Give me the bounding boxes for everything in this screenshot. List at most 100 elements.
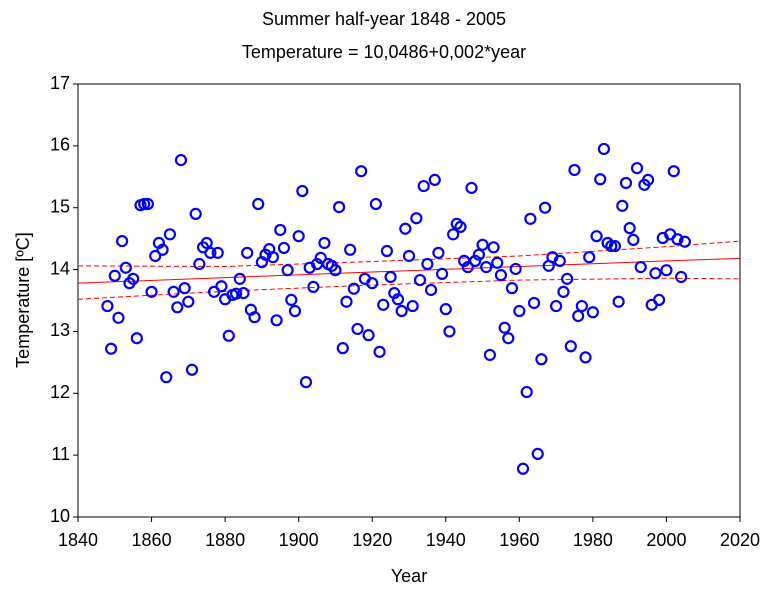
y-tick-label: 11 (51, 444, 70, 464)
point (189, 207, 202, 220)
point (612, 295, 625, 308)
point (355, 165, 368, 178)
point (524, 212, 537, 225)
x-tick-label: 1880 (205, 530, 245, 550)
point (572, 309, 585, 323)
point (156, 243, 169, 256)
point (520, 385, 533, 399)
point (266, 251, 280, 264)
y-tick-label: 10 (50, 506, 70, 526)
point (583, 251, 596, 264)
point (454, 220, 467, 233)
point (436, 267, 449, 281)
point (649, 267, 662, 280)
point (678, 235, 691, 248)
point (465, 181, 478, 195)
point (299, 376, 313, 389)
point (597, 142, 611, 156)
point (233, 272, 246, 285)
point (200, 236, 213, 250)
point (550, 299, 563, 313)
point (182, 295, 195, 308)
chart-title: Summer half-year 1848 - 2005 (262, 9, 506, 29)
point (627, 233, 640, 246)
point (498, 321, 511, 334)
point (167, 285, 180, 298)
point (241, 246, 254, 259)
point (417, 179, 430, 193)
point (119, 261, 132, 274)
x-tick-label: 1900 (279, 530, 319, 550)
y-axis-label: Temperature [ºC] (13, 232, 33, 368)
point (410, 212, 423, 225)
point (564, 340, 577, 353)
point (296, 184, 309, 198)
point (675, 270, 688, 284)
point (215, 280, 228, 293)
point (336, 342, 349, 355)
point (347, 282, 360, 295)
point (439, 303, 452, 316)
point (127, 272, 140, 285)
point (443, 325, 456, 338)
point (314, 251, 327, 264)
point (579, 351, 592, 364)
point (270, 314, 283, 327)
point (248, 311, 261, 324)
point (461, 260, 474, 274)
point (230, 287, 243, 300)
point (671, 233, 684, 246)
point (222, 329, 235, 342)
point (116, 235, 129, 248)
point (531, 447, 544, 461)
point (351, 322, 364, 336)
y-tick-label: 13 (50, 320, 70, 340)
point (535, 353, 548, 366)
point (141, 197, 154, 211)
point (281, 264, 294, 277)
y-tick-label: 15 (50, 196, 70, 216)
point (377, 298, 390, 311)
point (586, 306, 599, 319)
y-tick-label: 16 (50, 135, 70, 155)
x-tick-label: 2000 (646, 530, 686, 550)
point (366, 277, 379, 290)
confidence-lower (77, 277, 741, 300)
point (424, 283, 438, 297)
point (288, 304, 302, 318)
point (660, 264, 673, 277)
point (590, 230, 603, 243)
point (476, 238, 489, 251)
point (174, 153, 188, 167)
y-tick-label: 12 (50, 382, 70, 402)
y-tick-label: 17 (50, 73, 70, 93)
x-tick-label: 1840 (58, 530, 98, 550)
point (634, 260, 647, 274)
point (211, 246, 224, 259)
point (285, 293, 298, 306)
point (538, 201, 552, 214)
point (237, 286, 250, 300)
point (101, 299, 114, 313)
point (575, 299, 588, 313)
point (472, 248, 485, 261)
point (274, 223, 287, 237)
x-tick-label: 1920 (352, 530, 392, 550)
point (516, 462, 530, 475)
point (373, 345, 386, 358)
point (149, 249, 162, 263)
chart-subtitle: Temperature = 10,0486+0,002*year (242, 42, 526, 62)
point (553, 254, 566, 268)
point (608, 239, 622, 253)
confidence-upper (77, 240, 741, 267)
point (333, 200, 346, 214)
point (163, 228, 177, 241)
point (185, 363, 199, 376)
point (171, 301, 184, 314)
point (487, 241, 500, 254)
point (112, 311, 125, 324)
point (178, 282, 191, 295)
point (557, 285, 570, 298)
point (329, 264, 342, 277)
point (509, 262, 522, 276)
